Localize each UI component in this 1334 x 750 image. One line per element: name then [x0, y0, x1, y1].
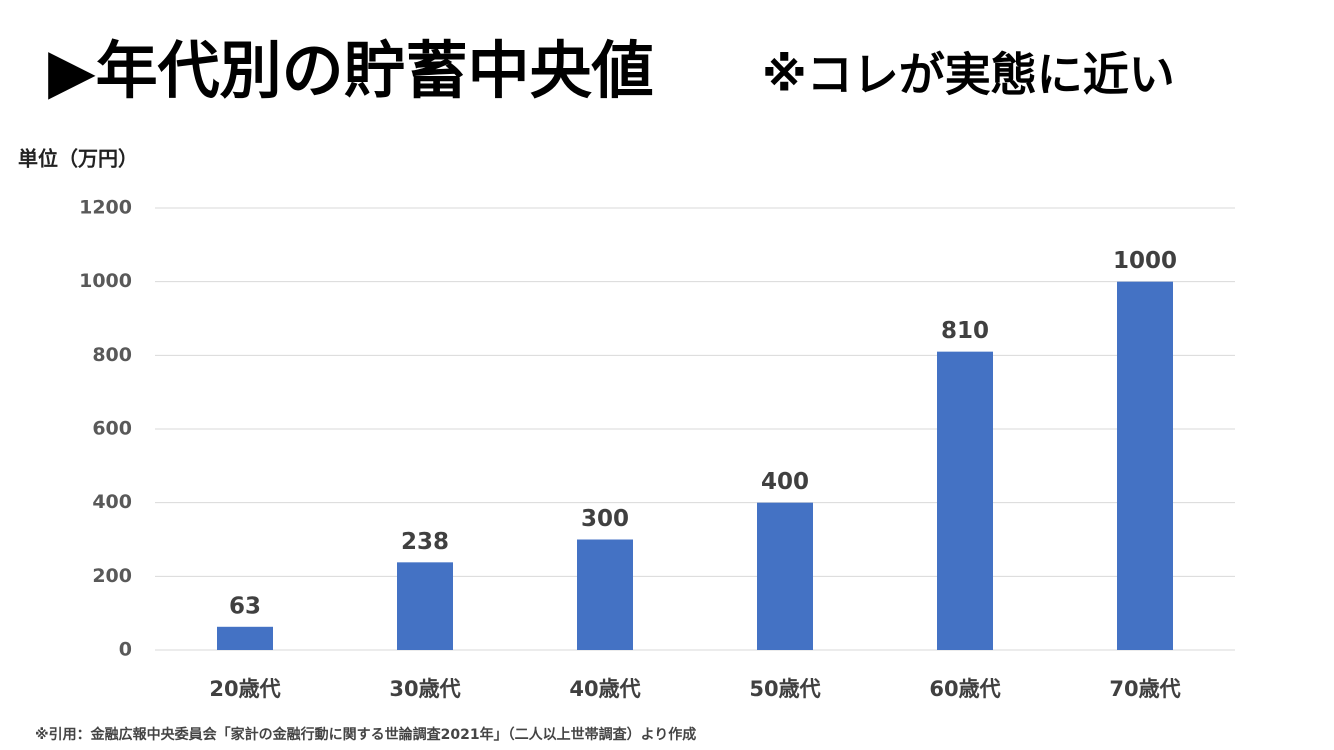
value-label: 810 — [941, 318, 989, 344]
x-tick-label: 20歳代 — [209, 677, 280, 701]
value-label: 1000 — [1113, 248, 1177, 274]
x-tick-label: 70歳代 — [1109, 677, 1180, 701]
y-tick-label: 400 — [92, 491, 132, 513]
x-tick-label: 30歳代 — [389, 677, 460, 701]
value-label: 300 — [581, 506, 629, 532]
y-axis-label: 単位（万円） — [18, 147, 138, 171]
y-tick-label: 600 — [92, 418, 132, 440]
source-note: ※引用：金融広報中央委員会「家計の金融行動に関する世論調査2021年」（二人以上… — [35, 726, 696, 743]
bar — [937, 351, 993, 650]
y-tick-label: 800 — [92, 344, 132, 366]
value-label: 238 — [401, 529, 449, 555]
value-label: 400 — [761, 469, 809, 495]
x-tick-label: 50歳代 — [749, 677, 820, 701]
bar — [397, 562, 453, 650]
y-tick-label: 1200 — [79, 197, 132, 219]
bar — [757, 502, 813, 650]
chart-title: ▶年代別の貯蓄中央値 — [48, 34, 654, 107]
bar — [577, 539, 633, 650]
chart-subtitle: ※コレが実態に近い — [762, 48, 1175, 102]
x-tick-label: 60歳代 — [929, 677, 1000, 701]
bar — [1117, 281, 1173, 650]
y-tick-label: 200 — [92, 565, 132, 587]
y-tick-label: 1000 — [79, 270, 132, 292]
value-label: 63 — [229, 593, 261, 619]
x-tick-label: 40歳代 — [569, 677, 640, 701]
bar — [217, 626, 273, 650]
y-tick-label: 0 — [119, 639, 132, 661]
